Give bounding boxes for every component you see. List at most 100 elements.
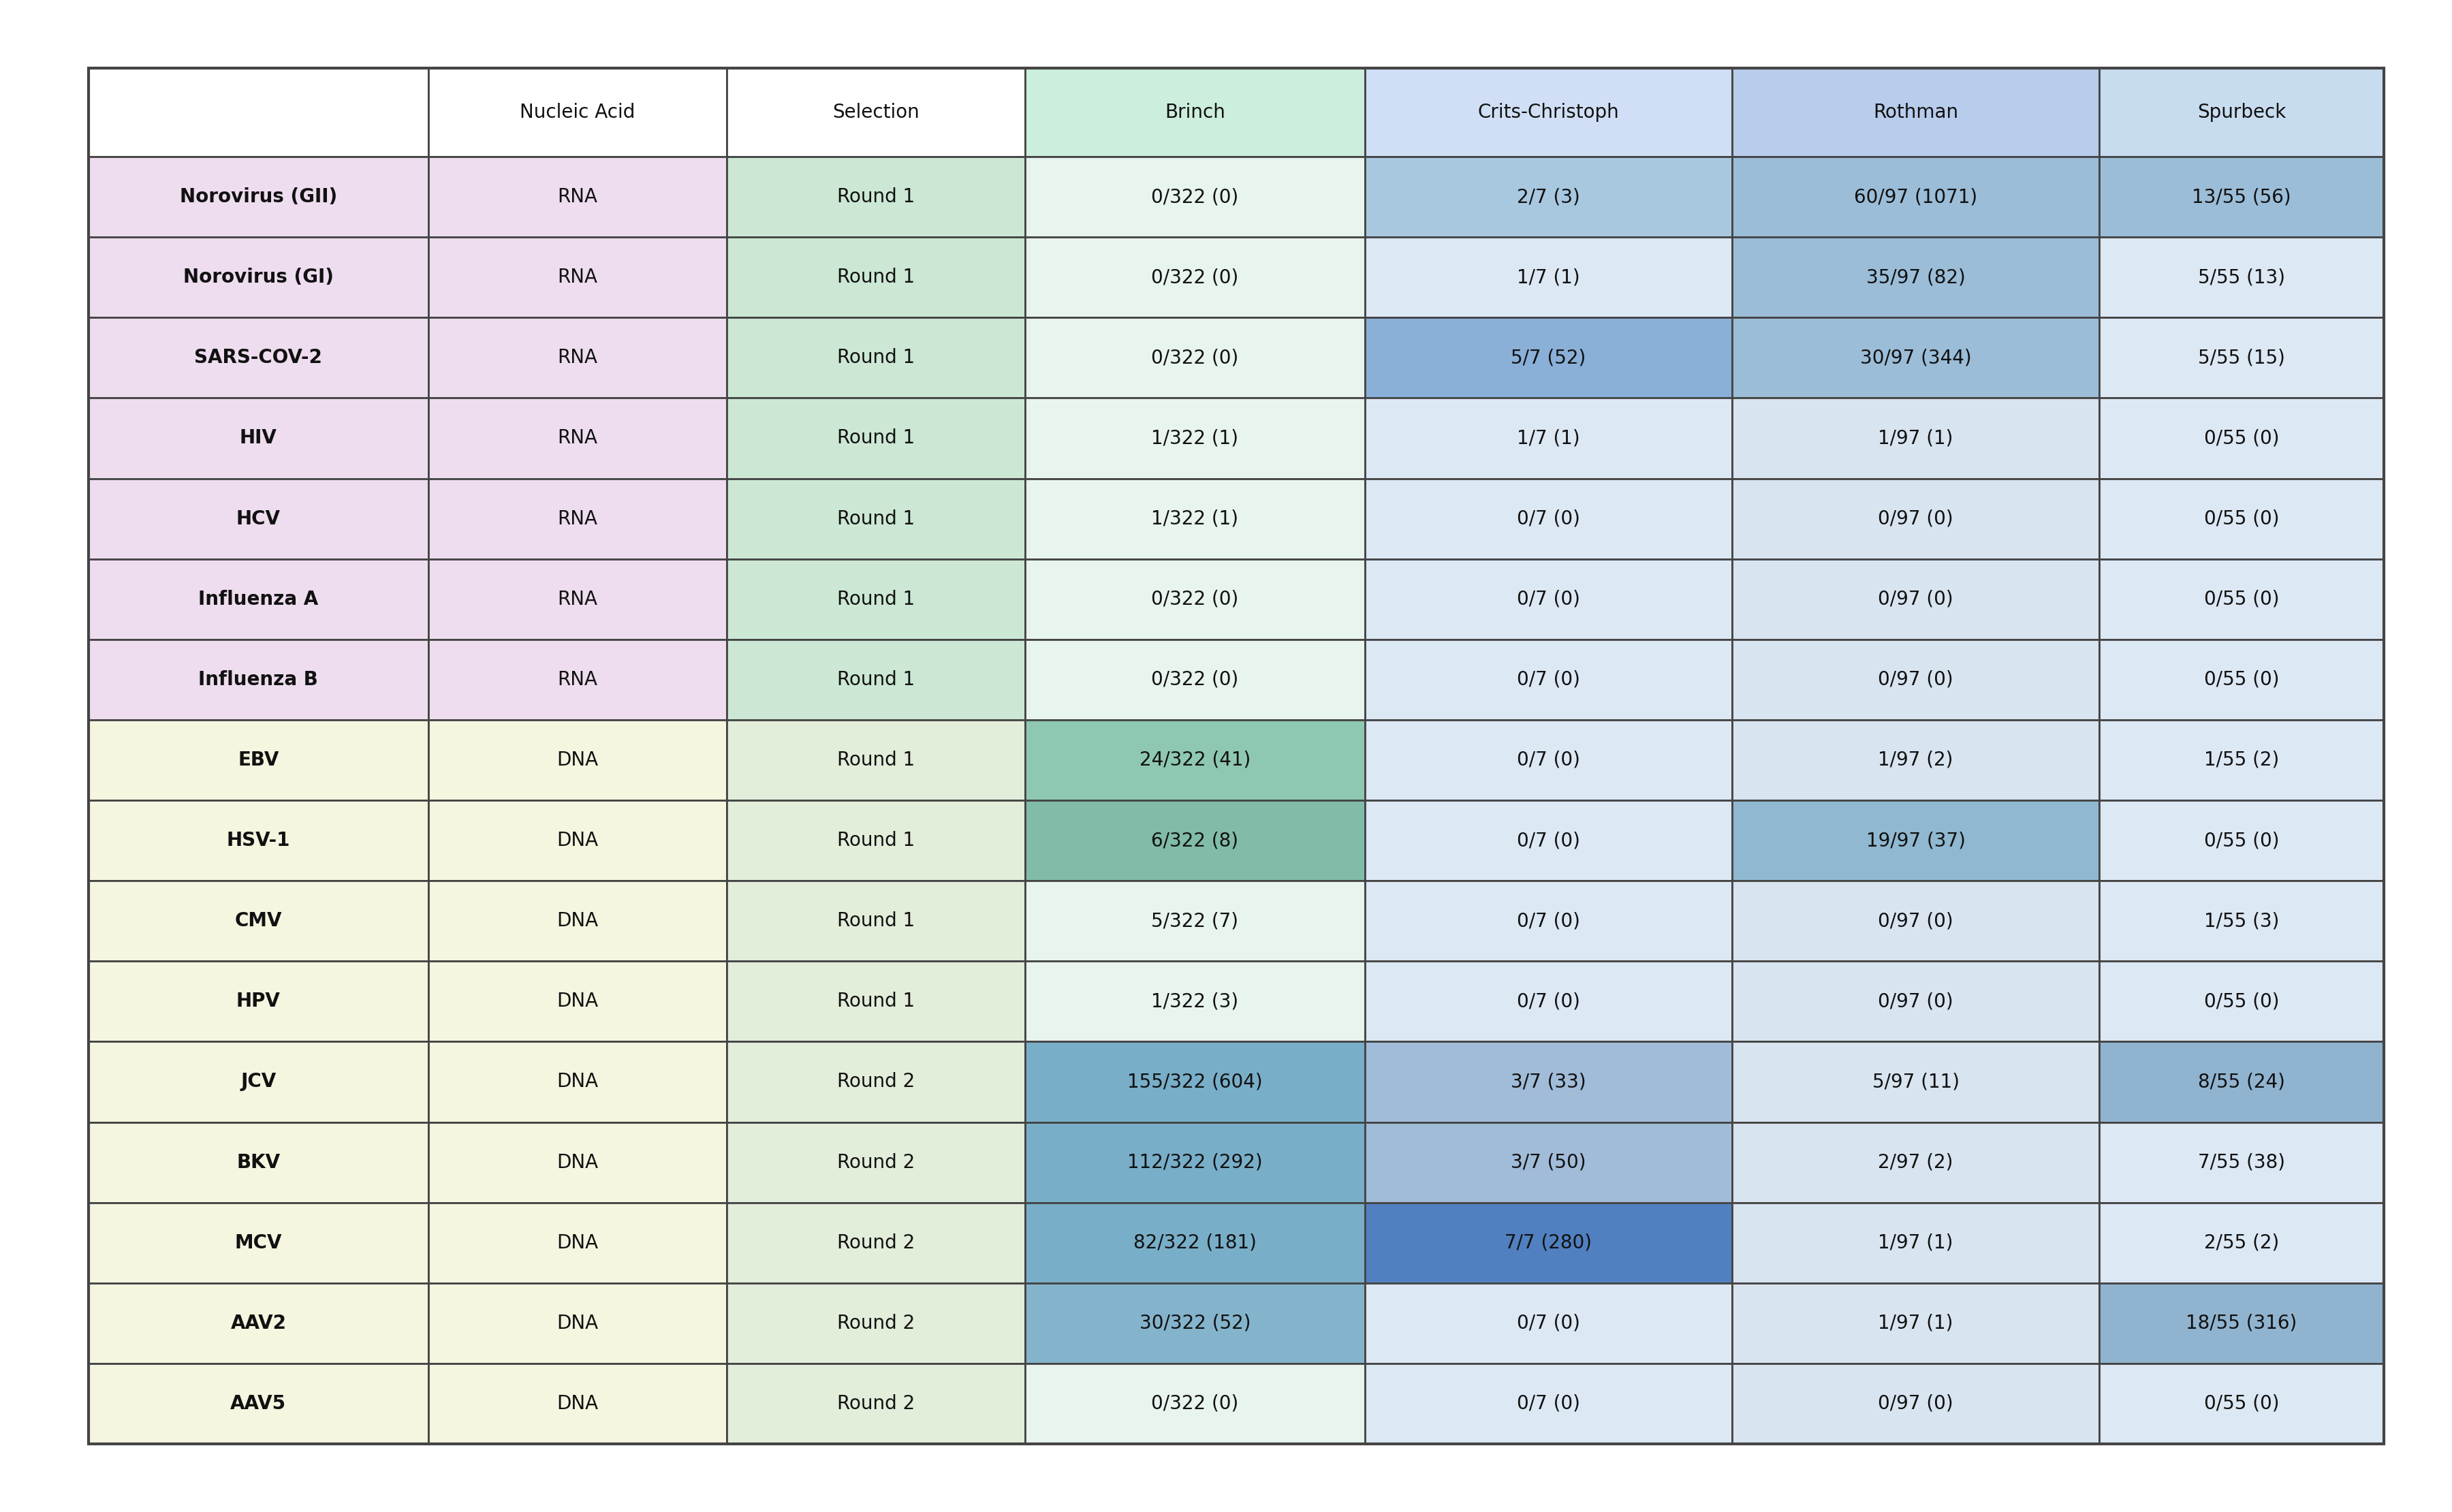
Bar — [1025, 1042, 1366, 1122]
Text: AAV2: AAV2 — [230, 1314, 287, 1332]
Text: 0/97 (0): 0/97 (0) — [1878, 992, 1954, 1012]
Text: 1/322 (1): 1/322 (1) — [1152, 429, 1238, 448]
Bar — [1366, 157, 1731, 237]
Text: 1/97 (1): 1/97 (1) — [1878, 1314, 1954, 1332]
Bar — [1366, 478, 1731, 559]
Text: DNA: DNA — [557, 1394, 598, 1414]
Bar — [88, 157, 429, 237]
Text: Round 1: Round 1 — [836, 268, 915, 287]
Bar — [726, 157, 1025, 237]
Bar — [1731, 1042, 2099, 1122]
Text: Spurbeck: Spurbeck — [2197, 103, 2285, 122]
Text: 5/322 (7): 5/322 (7) — [1152, 912, 1238, 930]
Bar — [429, 962, 726, 1042]
Bar — [1025, 157, 1366, 237]
Bar — [429, 800, 726, 880]
Bar — [2099, 880, 2383, 962]
Bar — [1025, 559, 1366, 640]
Bar — [726, 800, 1025, 880]
Bar — [2099, 720, 2383, 800]
Bar — [1731, 478, 2099, 559]
Text: 0/55 (0): 0/55 (0) — [2204, 670, 2280, 689]
Text: 13/55 (56): 13/55 (56) — [2192, 187, 2290, 207]
Text: 5/55 (13): 5/55 (13) — [2197, 268, 2285, 287]
Text: 0/7 (0): 0/7 (0) — [1518, 832, 1579, 850]
Text: 5/7 (52): 5/7 (52) — [1510, 348, 1586, 367]
Bar — [429, 1284, 726, 1364]
Text: 30/97 (344): 30/97 (344) — [1861, 348, 1971, 367]
Text: 0/7 (0): 0/7 (0) — [1518, 992, 1579, 1012]
Text: DNA: DNA — [557, 1314, 598, 1332]
Bar — [2099, 640, 2383, 720]
Bar — [1366, 559, 1731, 640]
Bar — [88, 237, 429, 318]
Text: 0/97 (0): 0/97 (0) — [1878, 670, 1954, 689]
Text: 0/97 (0): 0/97 (0) — [1878, 1394, 1954, 1414]
Text: DNA: DNA — [557, 832, 598, 850]
Text: 2/7 (3): 2/7 (3) — [1518, 187, 1579, 207]
Bar — [88, 68, 429, 157]
Bar — [1366, 962, 1731, 1042]
Bar — [1366, 720, 1731, 800]
Bar — [88, 720, 429, 800]
Bar — [726, 880, 1025, 962]
Text: 1/97 (1): 1/97 (1) — [1878, 1234, 1954, 1252]
Bar — [1731, 68, 2099, 157]
Bar — [2099, 157, 2383, 237]
Text: RNA: RNA — [557, 429, 598, 448]
Text: DNA: DNA — [557, 912, 598, 930]
Bar — [1025, 237, 1366, 318]
Text: Round 1: Round 1 — [836, 832, 915, 850]
Bar — [1731, 800, 2099, 880]
Text: 19/97 (37): 19/97 (37) — [1866, 832, 1967, 850]
Bar — [1731, 1364, 2099, 1444]
Text: 2/97 (2): 2/97 (2) — [1878, 1152, 1954, 1172]
Bar — [88, 478, 429, 559]
Bar — [2099, 1042, 2383, 1122]
Text: HCV: HCV — [235, 510, 280, 528]
Bar — [1731, 237, 2099, 318]
Text: DNA: DNA — [557, 750, 598, 770]
Bar — [1731, 1202, 2099, 1284]
Text: HSV-1: HSV-1 — [226, 832, 289, 850]
Bar — [2099, 1284, 2383, 1364]
Text: RNA: RNA — [557, 187, 598, 207]
Bar — [1025, 318, 1366, 398]
Bar — [1025, 962, 1366, 1042]
Text: 1/97 (2): 1/97 (2) — [1878, 750, 1954, 770]
Bar — [429, 1202, 726, 1284]
Bar — [2099, 68, 2383, 157]
Text: BKV: BKV — [235, 1152, 280, 1172]
Bar — [1731, 1284, 2099, 1364]
Text: Round 2: Round 2 — [836, 1394, 915, 1414]
Text: 0/322 (0): 0/322 (0) — [1152, 348, 1238, 367]
Text: 0/322 (0): 0/322 (0) — [1152, 670, 1238, 689]
Bar — [2099, 800, 2383, 880]
Bar — [1731, 720, 2099, 800]
Bar — [88, 1284, 429, 1364]
Text: HPV: HPV — [235, 992, 280, 1012]
Text: 0/7 (0): 0/7 (0) — [1518, 750, 1579, 770]
Bar — [88, 1122, 429, 1202]
Bar — [1366, 68, 1731, 157]
Text: 112/322 (292): 112/322 (292) — [1128, 1152, 1263, 1172]
Text: 5/55 (15): 5/55 (15) — [2197, 348, 2285, 367]
Bar — [726, 318, 1025, 398]
Text: Crits-Christoph: Crits-Christoph — [1479, 103, 1618, 122]
Text: Round 1: Round 1 — [836, 348, 915, 367]
Bar — [429, 720, 726, 800]
Bar — [429, 237, 726, 318]
Text: CMV: CMV — [235, 912, 282, 930]
Text: DNA: DNA — [557, 1152, 598, 1172]
Text: 7/7 (280): 7/7 (280) — [1506, 1234, 1591, 1252]
Bar — [1366, 237, 1731, 318]
Bar — [1366, 398, 1731, 478]
Bar — [1366, 1122, 1731, 1202]
Bar — [726, 237, 1025, 318]
Bar — [88, 880, 429, 962]
Bar — [1025, 720, 1366, 800]
Bar — [2099, 559, 2383, 640]
Text: 0/55 (0): 0/55 (0) — [2204, 510, 2280, 528]
Text: 0/55 (0): 0/55 (0) — [2204, 429, 2280, 448]
Bar — [429, 880, 726, 962]
